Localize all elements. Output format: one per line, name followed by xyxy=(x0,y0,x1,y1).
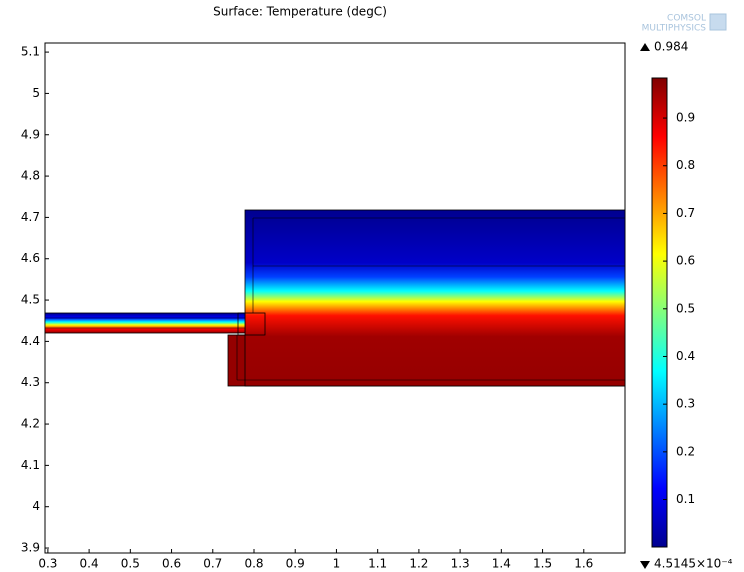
domain xyxy=(244,209,626,387)
x-tick-label: 0.7 xyxy=(203,557,222,571)
y-tick-label: 5 xyxy=(32,86,40,100)
y-tick-label: 4.9 xyxy=(21,127,40,141)
colorbar-tick-label: 0.1 xyxy=(676,492,695,506)
x-tick-label: 0.9 xyxy=(286,557,305,571)
colorbar-tick-label: 0.4 xyxy=(676,349,695,363)
y-tick-label: 4.5 xyxy=(21,293,40,307)
y-tick-label: 4.8 xyxy=(21,169,40,183)
colorbar-tick-label: 0.3 xyxy=(676,397,695,411)
x-tick-label: 1.4 xyxy=(492,557,511,571)
x-tick-label: 1.5 xyxy=(533,557,552,571)
y-tick-label: 4 xyxy=(32,499,40,513)
x-tick-label: 1.1 xyxy=(368,557,387,571)
colorbar-min: 4.5145×10⁻⁴ xyxy=(654,557,733,571)
colorbar-tick-label: 0.5 xyxy=(676,301,695,315)
min-icon xyxy=(640,561,650,569)
x-tick-label: 1 xyxy=(333,557,341,571)
max-icon xyxy=(640,43,650,51)
y-tick-label: 4.6 xyxy=(21,251,40,265)
y-tick-label: 3.9 xyxy=(21,541,40,555)
x-tick-label: 0.4 xyxy=(80,557,99,571)
y-tick-label: 4.2 xyxy=(21,417,40,431)
boundary xyxy=(237,312,266,336)
x-tick-label: 0.8 xyxy=(244,557,263,571)
colorbar-tick-label: 0.8 xyxy=(676,158,695,172)
colorbar-max: 0.984 xyxy=(654,40,688,54)
watermark: MULTIPHYSICS xyxy=(642,24,707,34)
x-tick-label: 1.6 xyxy=(574,557,593,571)
x-tick-label: 1.2 xyxy=(409,557,428,571)
x-tick-label: 0.6 xyxy=(162,557,181,571)
y-tick-label: 4.4 xyxy=(21,334,40,348)
y-tick-label: 4.1 xyxy=(21,458,40,472)
colorbar-tick-label: 0.7 xyxy=(676,206,695,220)
domain xyxy=(44,312,246,334)
watermark: COMSOL xyxy=(667,14,706,24)
colorbar-tick-label: 0.6 xyxy=(676,254,695,268)
colorbar xyxy=(651,77,668,548)
chart-title: Surface: Temperature (degC) xyxy=(213,5,387,19)
colorbar-tick-label: 0.2 xyxy=(676,444,695,458)
x-tick-label: 0.3 xyxy=(38,557,57,571)
colorbar-tick-label: 0.9 xyxy=(676,111,695,125)
logo-icon xyxy=(709,13,727,31)
x-tick-label: 0.5 xyxy=(121,557,140,571)
y-tick-label: 4.3 xyxy=(21,375,40,389)
y-tick-label: 5.1 xyxy=(21,45,40,59)
y-tick-label: 4.7 xyxy=(21,210,40,224)
geometry xyxy=(44,209,626,387)
x-tick-label: 1.3 xyxy=(451,557,470,571)
